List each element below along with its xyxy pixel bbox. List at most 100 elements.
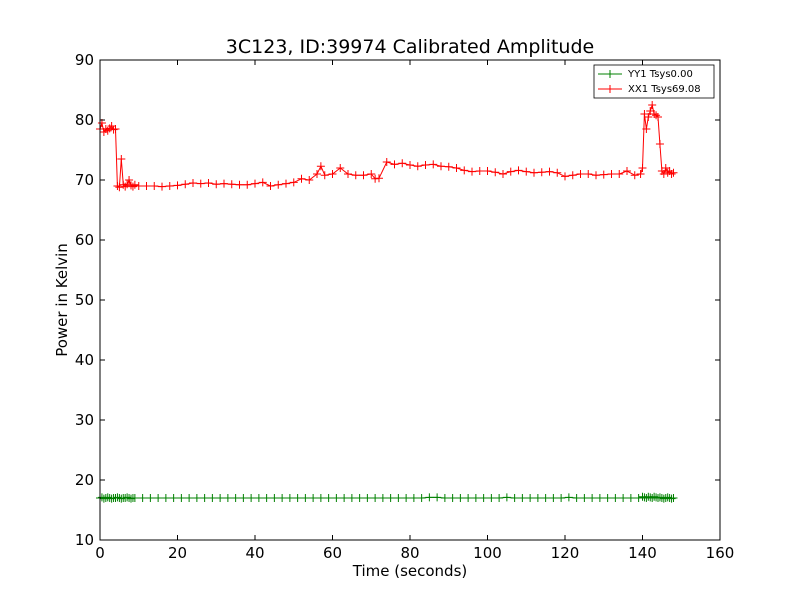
point-0-45 [340, 494, 349, 502]
point-1-21 [150, 182, 159, 190]
point-0-23 [169, 494, 178, 502]
point-0-95 [659, 494, 668, 503]
point-1-31 [227, 180, 236, 189]
point-0-50 [378, 494, 387, 502]
point-1-12 [119, 180, 128, 189]
point-0-41 [309, 494, 318, 502]
point-1-79 [584, 170, 593, 178]
point-1-47 [344, 170, 352, 178]
point-1-81 [599, 170, 608, 179]
point-0-32 [239, 494, 248, 502]
x-tick-label-5: 100 [473, 544, 502, 562]
point-1-66 [483, 167, 492, 175]
legend-label-yy1: YY1 Tsys0.00 [627, 69, 693, 80]
point-0-43 [324, 494, 333, 502]
chart-title: 3C123, ID:39974 Calibrated Amplitude [226, 36, 594, 58]
point-1-40 [297, 174, 306, 183]
point-0-2 [99, 494, 108, 503]
y-tick-label-2: 30 [75, 411, 94, 429]
point-0-20 [146, 494, 155, 502]
point-1-46 [336, 164, 345, 172]
point-0-75 [572, 494, 581, 502]
point-1-41 [305, 176, 314, 184]
point-0-68 [518, 494, 527, 502]
point-1-74 [545, 167, 554, 176]
point-0-55 [417, 494, 426, 502]
point-1-90 [644, 113, 653, 121]
x-tick-label-6: 120 [551, 544, 580, 562]
point-1-61 [444, 162, 453, 171]
point-0-19 [138, 494, 147, 502]
point-0-38 [285, 494, 294, 502]
point-1-39 [289, 178, 298, 187]
legend-marker-yy1 [606, 70, 614, 78]
point-0-99 [667, 494, 676, 503]
point-1-87 [638, 164, 647, 172]
y-tick-label-6: 70 [75, 171, 94, 189]
series-1 [96, 101, 678, 192]
point-0-44 [332, 494, 341, 502]
point-1-29 [212, 180, 221, 189]
point-1-78 [576, 170, 585, 178]
point-1-36 [266, 182, 275, 190]
point-1-25 [181, 180, 190, 189]
point-1-24 [173, 181, 182, 190]
legend-entry-yy1: YY1 Tsys0.00 [598, 69, 693, 80]
point-1-60 [437, 162, 445, 171]
point-0-100 [669, 494, 678, 502]
point-0-28 [208, 494, 217, 502]
point-0-11 [117, 494, 126, 503]
point-0-26 [192, 494, 201, 502]
point-1-64 [468, 167, 476, 176]
point-0-59 [448, 494, 457, 502]
point-1-69 [506, 167, 515, 176]
point-0-52 [394, 494, 403, 502]
y-tick-label-4: 50 [75, 291, 94, 309]
point-1-71 [522, 167, 531, 176]
point-1-73 [537, 168, 546, 177]
point-0-63 [479, 494, 488, 502]
point-1-72 [530, 168, 538, 177]
point-1-95 [654, 113, 662, 121]
legend-marker-xx1 [606, 85, 614, 93]
point-0-51 [386, 494, 395, 502]
point-0-48 [363, 494, 372, 502]
point-1-89 [642, 125, 651, 133]
legend-entry-xx1: XX1 Tsys69.08 [598, 84, 701, 95]
point-0-33 [247, 494, 256, 502]
point-1-9 [113, 182, 122, 190]
point-0-93 [655, 493, 664, 502]
point-0-77 [588, 494, 597, 502]
y-tick-label-5: 60 [75, 231, 94, 249]
point-0-82 [626, 494, 635, 502]
point-1-43 [316, 162, 325, 171]
x-tick-label-8: 160 [706, 544, 735, 562]
point-1-34 [251, 179, 259, 188]
point-0-30 [223, 494, 232, 502]
point-0-18 [130, 494, 139, 502]
point-1-59 [429, 160, 438, 169]
ticks-layer: 0 20 40 60 80 100 120 140 160 10 20 30 40 50 60 70 80 90 [75, 51, 734, 562]
point-1-37 [274, 180, 283, 189]
point-0-4 [103, 493, 112, 502]
point-0-57 [433, 493, 442, 502]
y-tick-label-7: 80 [75, 111, 94, 129]
point-0-69 [526, 494, 535, 502]
point-1-55 [398, 159, 407, 168]
x-tick-label-1: 20 [168, 544, 187, 562]
point-1-35 [258, 178, 267, 187]
point-1-20 [142, 182, 151, 190]
point-0-58 [440, 494, 449, 502]
point-0-70 [533, 494, 542, 502]
point-1-33 [243, 180, 252, 189]
point-0-35 [262, 494, 271, 502]
point-0-47 [355, 494, 364, 502]
point-1-82 [607, 170, 616, 178]
point-0-76 [580, 494, 589, 502]
series-layer [96, 101, 678, 503]
point-1-67 [491, 168, 500, 177]
point-1-70 [514, 166, 523, 175]
y-tick-label-3: 40 [75, 351, 94, 369]
point-0-54 [409, 494, 418, 502]
